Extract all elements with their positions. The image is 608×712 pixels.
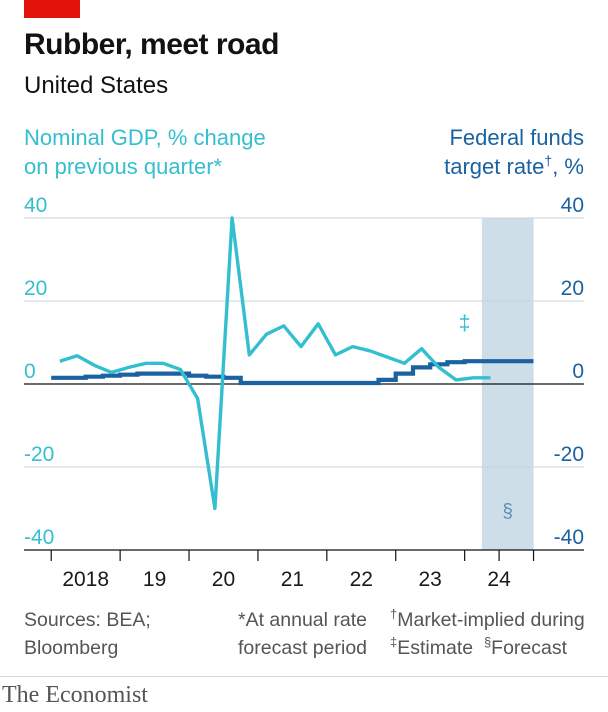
x-axis-tick-labels: 2018 19 20 21 22 23 24 [62,568,511,591]
x-tick-label: 21 [281,568,304,591]
x-tick-label: 19 [143,568,166,591]
x-tick-label: 24 [487,568,511,591]
footnote-dagger-symbol: † [390,606,398,622]
footnote-annual-rate: *At annual rate forecast period [238,606,367,662]
left-axis-ticks: 40 20 0 -20 -40 [24,194,54,549]
right-axis-title-unit: , % [552,154,584,179]
left-tick-label: -20 [24,443,54,466]
x-tick-label: 20 [212,568,235,591]
x-tick-label: 23 [419,568,442,591]
left-axis-title: Nominal GDP, % change on previous quarte… [24,123,324,181]
right-tick-label: 0 [572,360,584,383]
right-tick-label: 40 [561,194,584,217]
estimate-marker: ‡ [459,312,471,335]
sources-line-1: Sources: BEA; [24,609,151,631]
left-axis-title-line-2: on previous quarter* [24,154,223,179]
series-line-nominal-gdp [59,216,491,511]
footnote-section-text: Forecast [491,637,568,659]
footer-rule [0,676,608,677]
x-axis-tick-marks [50,550,535,561]
left-tick-label: 40 [24,194,47,217]
right-tick-label: -20 [554,443,584,466]
footnote-market-implied: †Market-implied during ‡Estimate §Foreca… [390,606,585,662]
sources-line-2: Bloomberg [24,637,119,659]
left-tick-label: -40 [24,526,54,549]
right-tick-label: -40 [554,526,584,549]
footnote-ddagger-symbol: ‡ [390,634,398,650]
x-tick-label: 22 [350,568,373,591]
right-tick-label: 20 [561,277,584,300]
left-tick-label: 20 [24,277,47,300]
brand-red-tag [24,0,80,18]
chart-title: Rubber, meet road [24,28,279,61]
footnote-section-symbol: § [483,634,492,650]
footnote-star-line-1: *At annual rate [238,609,368,631]
x-tick-label: 2018 [62,568,109,591]
chart-subtitle: United States [24,72,169,99]
right-axis-title-line-1: Federal funds [449,125,584,150]
footnote-ddagger-text: Estimate [397,637,474,659]
footnote-star-line-2: forecast period [238,637,368,659]
series-line-fed-funds-rate [51,359,534,386]
left-tick-label: 0 [24,360,36,383]
left-axis-title-line-1: Nominal GDP, % change [24,125,266,150]
dagger-mark: † [544,152,553,169]
chart-canvas: 40 20 0 -20 -40 40 20 0 -20 -40 2018 19 20 21 22 23 24… [24,194,584,591]
right-axis-ticks: 40 20 0 -20 -40 [554,194,584,549]
publication-logo: The Economist [2,682,148,708]
right-axis-title-line-2: target rate [444,154,545,179]
footnote-dagger-text: Market-implied during [397,609,585,631]
forecast-band-label: § [502,501,513,522]
right-axis-title: Federal funds target rate†, % [324,123,584,181]
sources-note: Sources: BEA; Bloomberg [24,606,151,662]
